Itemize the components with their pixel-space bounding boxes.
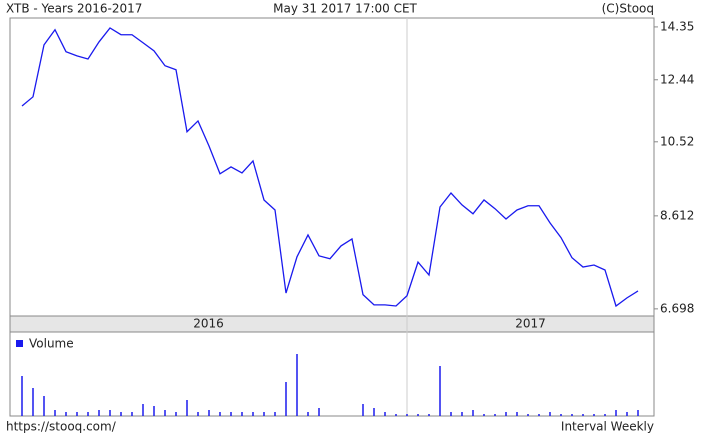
volume-panel xyxy=(9,331,655,417)
year-band xyxy=(9,315,655,333)
legend-swatch xyxy=(16,340,23,347)
chart-title: XTB - Years 2016-2017 xyxy=(6,2,142,16)
y-tick-label: 12.44 xyxy=(660,72,694,86)
chart-date: May 31 2017 17:00 CET xyxy=(273,2,417,16)
price-line xyxy=(21,27,639,308)
y-tick-label: 8.612 xyxy=(660,208,694,222)
year-label: 2017 xyxy=(515,317,546,331)
y-tick-label: 10.52 xyxy=(660,134,694,148)
year-label: 2016 xyxy=(193,317,224,331)
footer-interval: Interval Weekly xyxy=(561,420,654,434)
chart-source: (C)Stooq xyxy=(602,2,654,16)
footer-url[interactable]: https://stooq.com/ xyxy=(6,420,117,434)
y-tick-label: 6.698 xyxy=(660,301,694,315)
y-tick-label: 14.35 xyxy=(660,19,694,33)
legend-label: Volume xyxy=(29,337,74,351)
